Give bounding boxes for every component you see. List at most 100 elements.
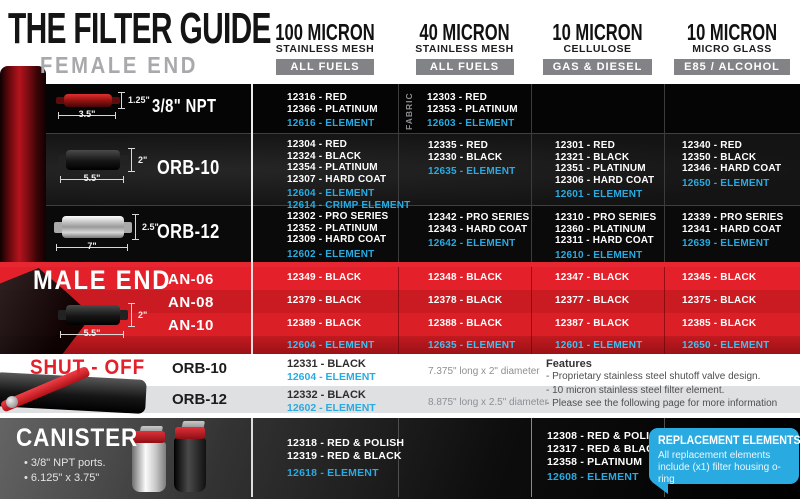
canister-specs: • 3/8" NPT ports. • 6.125" x 3.75" — [24, 457, 106, 484]
column-header-10-micron-cellulose: 10 MICRON CELLULOSE GAS & DIESEL — [531, 19, 664, 75]
row-label-shutoff-orb12: ORB-12 — [172, 391, 228, 408]
column-divider — [531, 84, 532, 262]
micron-rating: 10 MICRON — [552, 19, 643, 45]
cell-an06-microglass: 12345 - BLACK — [682, 272, 757, 283]
cell-orb12-microglass: 12339 - PRO SERIES 12341 - HARD COAT 126… — [682, 212, 783, 250]
dimension-height: 2.5" — [142, 222, 159, 232]
element-part-number: 12602 - ELEMENT — [287, 402, 376, 414]
fuel-badge: ALL FUELS — [415, 59, 514, 75]
inline-filter-black-image — [58, 150, 128, 170]
features-block: Features - Proprietary stainless steel s… — [546, 358, 777, 411]
inline-filter-chrome-image — [54, 216, 132, 238]
part-numbers: 12316 - RED 12366 - PLATINUM — [287, 92, 378, 115]
element-part-numbers: 12603 - ELEMENT — [427, 118, 515, 129]
row-label-orb12: ORB-12 — [157, 221, 220, 243]
part-numbers: 12339 - PRO SERIES 12341 - HARD COAT — [682, 212, 784, 235]
element-part-numbers: 12610 - ELEMENT — [555, 249, 643, 261]
element-part-numbers: 12618 - ELEMENT — [287, 467, 379, 479]
canister-black-product-image — [174, 427, 206, 492]
row-divider — [0, 205, 800, 206]
part-numbers: 12303 - RED 12353 - PLATINUM — [427, 92, 518, 115]
part-number: 12331 - BLACK — [287, 358, 366, 370]
row-label-an06: AN-06 — [168, 271, 214, 288]
dimension-width: 5.5" — [60, 328, 124, 338]
feature-item: - 10 micron stainless steel filter eleme… — [546, 384, 725, 396]
label-column-divider — [251, 84, 253, 262]
part-numbers: 12340 - RED 12350 - BLACK 12346 - HARD C… — [682, 140, 782, 174]
element-part-numbers: 12602 - ELEMENT — [287, 248, 375, 260]
dimension-height-line — [128, 303, 135, 327]
male-band-an10 — [0, 313, 800, 336]
cell-an10-100micron: 12389 - BLACK — [287, 318, 362, 329]
cell-an08-microglass: 12375 - BLACK — [682, 295, 757, 306]
cell-an08-100micron: 12379 - BLACK — [287, 295, 362, 306]
male-band-an06 — [0, 267, 800, 290]
fuel-badge: ALL FUELS — [276, 59, 374, 75]
media-type: CELLULOSE — [563, 43, 632, 55]
row-label-an08: AN-08 — [168, 294, 214, 311]
fuel-badge: GAS & DIESEL — [542, 59, 653, 75]
micron-rating: 100 MICRON — [275, 19, 375, 45]
element-part-numbers: 12639 - ELEMENT — [682, 238, 770, 249]
cell-npt-40micron: 12303 - RED 12353 - PLATINUM 12603 - ELE… — [427, 92, 518, 130]
inline-filter-black-image — [58, 305, 128, 325]
element-part-numbers: 12650 - ELEMENT — [682, 177, 770, 189]
replacement-elements-callout: REPLACEMENT ELEMENTS All replacement ele… — [649, 428, 800, 494]
male-band-an08 — [0, 290, 800, 313]
element-part-numbers: 12604 - ELEMENT 12614 - CRIMP ELEMENT — [287, 188, 411, 211]
features-title: Features — [546, 358, 592, 370]
part-numbers: 12308 - RED & POLISH 12317 - RED & BLACK… — [547, 430, 665, 468]
feature-item: - Please see the following page for more… — [546, 398, 778, 409]
column-divider — [398, 418, 399, 497]
male-band-elements — [0, 336, 800, 354]
element-part-number: 12604 - ELEMENT — [287, 371, 376, 383]
column-header-10-micron-microglass: 10 MICRON MICRO GLASS E85 / ALCOHOL — [664, 19, 800, 75]
cell-canister-100micron: 12318 - RED & POLISH 12319 - RED & BLACK… — [287, 437, 404, 480]
part-numbers: 12302 - PRO SERIES 12352 - PLATINUM 1230… — [287, 211, 389, 245]
dimension-height-line — [118, 92, 125, 109]
dimension-height-line — [128, 148, 135, 172]
dimension-width: 5.5" — [60, 173, 124, 183]
cell-orb10-100micron: 12304 - RED 12324 - BLACK 12354 - PLATIN… — [287, 139, 411, 211]
element-cell-100micron: 12604 - ELEMENT — [287, 340, 375, 351]
cell-an10-cellulose: 12387 - BLACK — [555, 318, 630, 329]
element-part-numbers: 12635 - ELEMENT — [428, 166, 516, 177]
micron-rating: 10 MICRON — [686, 19, 778, 45]
cell-npt-100micron: 12316 - RED 12366 - PLATINUM 12616 - ELE… — [287, 92, 378, 130]
cell-orb12-100micron: 12302 - PRO SERIES 12352 - PLATINUM 1230… — [287, 211, 388, 260]
dimension-height: 2" — [138, 310, 148, 320]
cell-an06-cellulose: 12347 - BLACK — [555, 272, 630, 283]
row-label-orb10: ORB-10 — [157, 157, 220, 179]
dimension-width: 3.5" — [58, 109, 116, 119]
element-cell-cellulose: 12601 - ELEMENT — [555, 340, 643, 351]
row-label-npt: 3/8" NPT — [152, 96, 217, 116]
media-type: STAINLESS MESH — [275, 43, 375, 55]
cell-orb12-40micron: 12342 - PRO SERIES 12343 - HARD COAT 126… — [428, 212, 529, 250]
row-divider — [0, 133, 800, 134]
element-part-numbers: 12616 - ELEMENT — [287, 118, 375, 129]
cell-an08-cellulose: 12377 - BLACK — [555, 295, 630, 306]
fuel-badge: E85 / ALCOHOL — [674, 59, 790, 75]
cell-orb10-cellulose: 12301 - RED 12321 - BLACK 12351 - PLATIN… — [555, 140, 654, 201]
media-type: MICRO GLASS — [692, 43, 772, 55]
cell-shutoff-orb12: 12332 - BLACK 12602 - ELEMENT — [287, 389, 376, 414]
column-header-100-micron: 100 MICRON STAINLESS MESH ALL FUELS — [252, 19, 398, 75]
column-divider — [531, 267, 532, 354]
part-numbers: 12318 - RED & POLISH 12319 - RED & BLACK — [287, 437, 405, 462]
cell-an06-100micron: 12349 - BLACK — [287, 272, 362, 283]
row-orb10-background — [0, 134, 800, 206]
row-label-an10: AN-10 — [168, 317, 214, 334]
part-numbers: 12304 - RED 12324 - BLACK 12354 - PLATIN… — [287, 139, 387, 185]
cell-an06-40micron: 12348 - BLACK — [428, 272, 503, 283]
fuel-pump-product-image — [0, 66, 46, 262]
row-label-shutoff-orb10: ORB-10 — [172, 360, 228, 377]
cell-canister-cellulose: 12308 - RED & POLISH 12317 - RED & BLACK… — [547, 430, 664, 484]
callout-body: All replacement elements include (x1) fi… — [658, 450, 781, 485]
fabric-note: FABRIC — [404, 92, 414, 130]
element-cell-microglass: 12650 - ELEMENT — [682, 340, 770, 351]
section-label-female-end: FEMALE END — [40, 52, 198, 78]
column-divider — [531, 418, 532, 497]
part-numbers: 12301 - RED 12321 - BLACK 12351 - PLATIN… — [555, 140, 655, 186]
section-label-male-end: MALE END — [33, 265, 172, 295]
